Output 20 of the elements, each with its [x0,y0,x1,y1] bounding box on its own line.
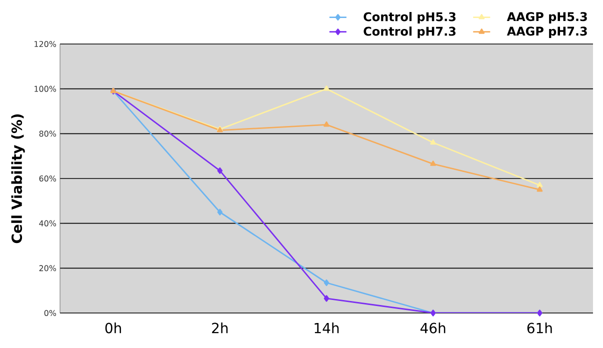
point [324,86,330,91]
point [324,121,330,127]
y-axis-title: Cell Viability (%) [11,114,25,244]
point [217,167,223,174]
legend-label: Control pH5.3 [364,12,456,24]
point [430,139,436,145]
point [324,279,330,286]
point [217,208,223,216]
legend-label: AAGP pH5.3 [506,12,587,24]
legend-label: Control pH7.3 [364,26,456,38]
x-tick-label: 14h [314,322,339,334]
x-tick-label: 0h [105,322,121,334]
x-tick-label: 61h [527,322,552,334]
point [430,160,436,166]
point [324,295,330,302]
point [536,182,543,188]
x-tick-label: 46h [420,322,446,334]
legend-label: AAGP pH7.3 [506,26,587,38]
x-tick-label: 2h [212,322,228,334]
point [536,186,543,192]
